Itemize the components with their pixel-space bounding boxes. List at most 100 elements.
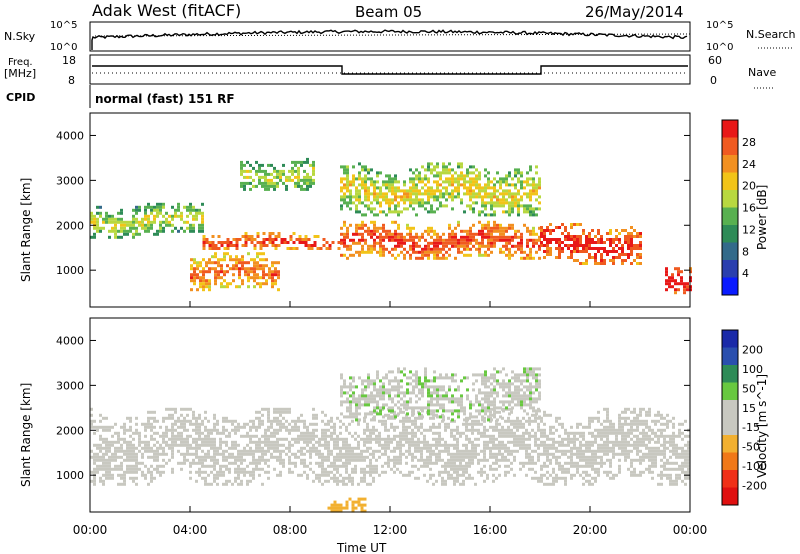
power-cell xyxy=(457,241,460,245)
power-cell xyxy=(627,253,630,256)
nave-tick-top: 60 xyxy=(708,54,722,67)
velocity-cell xyxy=(468,464,471,468)
power-cell xyxy=(457,223,460,227)
velocity-cell xyxy=(564,431,567,435)
velocity-cell xyxy=(360,455,363,459)
velocity-cell xyxy=(576,452,579,456)
power-cell xyxy=(385,213,388,217)
velocity-cell xyxy=(453,446,456,450)
velocity-cell xyxy=(681,464,684,468)
power-cell xyxy=(135,232,138,236)
power-cell xyxy=(481,204,484,208)
velocity-cell xyxy=(412,409,415,413)
velocity-cell xyxy=(651,419,654,423)
power-cell xyxy=(196,267,199,271)
velocity-cell xyxy=(336,416,339,420)
power-cell xyxy=(361,220,364,224)
velocity-cell xyxy=(252,440,255,444)
power-cell xyxy=(454,235,457,239)
velocity-cell xyxy=(327,443,330,447)
power-cell xyxy=(570,244,573,247)
velocity-cell xyxy=(412,379,415,383)
velocity-cell xyxy=(423,443,426,447)
power-cell xyxy=(274,238,278,241)
velocity-cell xyxy=(186,452,189,456)
velocity-cell xyxy=(168,443,171,447)
power-cell xyxy=(460,183,463,187)
power-cell xyxy=(349,192,352,196)
power-cell xyxy=(346,204,349,208)
power-cell xyxy=(246,160,249,164)
velocity-cell xyxy=(376,394,379,398)
velocity-cell xyxy=(406,406,409,410)
power-cell xyxy=(358,171,361,175)
power-cell xyxy=(397,226,400,230)
velocity-cell xyxy=(348,446,351,450)
power-cell xyxy=(247,235,251,238)
velocity-cell xyxy=(378,437,381,441)
power-cell xyxy=(573,259,576,262)
power-cell xyxy=(523,180,526,184)
velocity-cell xyxy=(513,458,516,462)
velocity-cell xyxy=(498,434,501,438)
velocity-cell xyxy=(249,428,252,432)
power-cell xyxy=(262,267,265,271)
velocity-cell xyxy=(135,422,138,426)
velocity-cell xyxy=(432,425,435,429)
velocity-cell xyxy=(345,467,348,471)
velocity-cell xyxy=(436,394,439,398)
velocity-cell xyxy=(501,434,504,438)
power-cell xyxy=(364,195,367,199)
power-cell xyxy=(358,210,361,214)
velocity-cell xyxy=(147,470,150,474)
velocity-cell xyxy=(255,458,258,462)
velocity-cell xyxy=(456,440,459,444)
velocity-cell xyxy=(621,434,624,438)
velocity-cell xyxy=(147,422,150,426)
velocity-cell xyxy=(657,440,660,444)
power-cell xyxy=(538,244,541,248)
velocity-cell xyxy=(639,449,642,453)
velocity-cell xyxy=(498,440,501,444)
velocity-cell xyxy=(483,428,486,432)
power-cell xyxy=(415,198,418,202)
velocity-cell xyxy=(201,419,204,423)
velocity-cell xyxy=(369,461,372,465)
velocity-cell xyxy=(630,443,633,447)
velocity-cell xyxy=(381,443,384,447)
velocity-cell xyxy=(373,415,376,419)
velocity-cell xyxy=(375,410,378,414)
velocity-cell xyxy=(489,434,492,438)
nsky-bottom-right: 10^0 xyxy=(706,42,733,53)
power-cell xyxy=(244,241,248,244)
velocity-cell xyxy=(600,446,603,450)
velocity-cell xyxy=(315,452,318,456)
power-cell xyxy=(478,195,481,199)
power-cell xyxy=(382,192,385,196)
velocity-cell xyxy=(379,412,382,416)
power-cell xyxy=(484,168,487,172)
power-cell xyxy=(442,238,445,242)
velocity-cell xyxy=(354,470,357,474)
velocity-cell xyxy=(336,455,339,459)
velocity-cell xyxy=(397,400,400,404)
velocity-cell xyxy=(369,482,372,486)
velocity-cell xyxy=(504,419,507,423)
power-cell xyxy=(454,189,457,193)
velocity-cell xyxy=(561,422,564,426)
power-cell xyxy=(433,256,436,260)
velocity-cell xyxy=(327,419,330,423)
power-cell xyxy=(665,288,668,292)
velocity-cell xyxy=(427,391,430,395)
power-cell xyxy=(96,229,99,233)
nsky-top-right: 10^5 xyxy=(706,20,733,31)
velocity-cell xyxy=(180,431,183,435)
power-cell xyxy=(214,247,218,250)
velocity-cell xyxy=(237,467,240,471)
power-cell xyxy=(397,235,400,239)
power-cell xyxy=(132,214,135,218)
velocity-cell xyxy=(234,446,237,450)
velocity-cell xyxy=(555,416,558,420)
velocity-cell xyxy=(99,419,102,423)
velocity-cell xyxy=(312,446,315,450)
